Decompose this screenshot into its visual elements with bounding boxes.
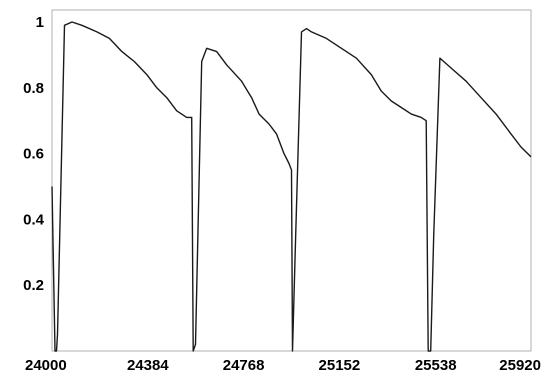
x-tick-label: 25538 <box>415 357 457 374</box>
axes <box>51 9 532 352</box>
plot-area-border <box>51 9 532 352</box>
y-tick-label: 0.2 <box>23 277 44 294</box>
y-axis-ticks: 0.2 0.4 0.6 0.8 1 <box>23 14 45 294</box>
y-tick-label: 0.4 <box>23 211 45 228</box>
y-tick-label: 0.8 <box>23 80 44 97</box>
x-tick-label: 24384 <box>127 357 169 374</box>
x-axis-ticks: 24000 24384 24768 25152 25538 25920 <box>25 357 541 374</box>
y-tick-label: 0.6 <box>23 146 44 163</box>
y-tick-label: 1 <box>36 14 44 31</box>
x-tick-label: 25152 <box>319 357 361 374</box>
x-tick-label: 25920 <box>499 357 541 374</box>
series-layer <box>51 21 532 352</box>
x-tick-label: 24768 <box>223 357 265 374</box>
x-tick-label: 24000 <box>25 357 67 374</box>
series-line <box>51 21 532 352</box>
